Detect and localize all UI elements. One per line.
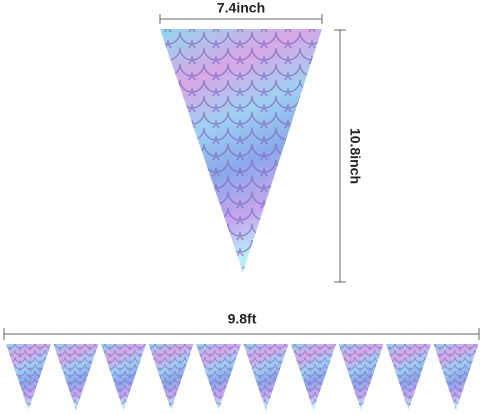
small-pennant [148,344,194,410]
small-pennant [196,344,241,410]
small-pennant [101,344,146,410]
small-pennant [243,344,289,410]
small-pennant [6,344,51,410]
length-label: 9.8ft [228,311,257,327]
small-pennant [291,344,336,410]
large-pennant [160,29,322,272]
small-pennant [386,344,431,410]
height-label: 10.8inch [347,128,363,184]
small-pennant [338,344,384,410]
small-pennant [433,344,479,410]
small-pennant [53,344,99,410]
width-label: 7.4inch [217,0,265,16]
banner [6,344,479,410]
